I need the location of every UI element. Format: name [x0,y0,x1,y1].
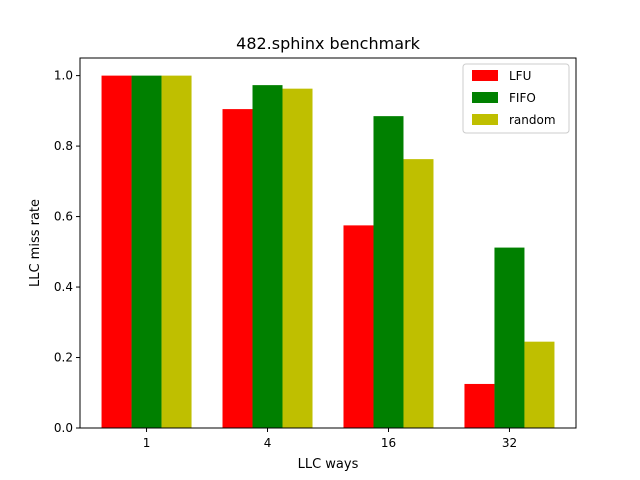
bar-random-1 [161,75,192,429]
bar-random-32 [524,341,555,428]
bar-lfu-4 [222,109,253,428]
plot-frame [79,57,577,429]
legend: LFU FIFO random [462,63,570,134]
x-tick-label: 32 [502,436,517,450]
x-axis: 1 4 16 32 [143,428,517,450]
bar-fifo-1 [131,75,162,429]
y-tick-label: 0.2 [54,351,73,365]
y-axis: 0.0 0.2 0.4 0.6 0.8 1.0 [54,69,80,435]
y-tick-label: 0.4 [54,280,73,294]
bar-fifo-4 [252,85,283,428]
bar-fifo-16 [373,116,404,428]
y-tick-label: 0.6 [54,210,73,224]
x-tick-label: 16 [381,436,396,450]
bar-fifo-32 [494,247,525,428]
bar-random-16 [403,159,434,428]
x-tick-label: 4 [264,436,272,450]
chart-title: 482.sphinx benchmark [236,34,420,53]
legend-label-lfu: LFU [509,69,531,83]
y-tick-label: 0.0 [54,421,73,435]
y-axis-label: LLC miss rate [28,199,43,287]
y-tick-label: 0.8 [54,139,73,153]
legend-swatch-random [472,114,498,125]
legend-swatch-fifo [472,92,498,103]
x-tick-label: 1 [143,436,151,450]
bar-lfu-16 [343,225,374,428]
bar-lfu-1 [101,75,132,429]
bar-random-4 [282,88,313,428]
bars-group [101,75,555,429]
bar-lfu-32 [464,383,495,428]
legend-swatch-lfu [472,70,498,81]
x-axis-label: LLC ways [298,457,359,472]
legend-label-fifo: FIFO [509,91,536,105]
legend-label-random: random [509,113,556,127]
y-tick-label: 1.0 [54,69,73,83]
